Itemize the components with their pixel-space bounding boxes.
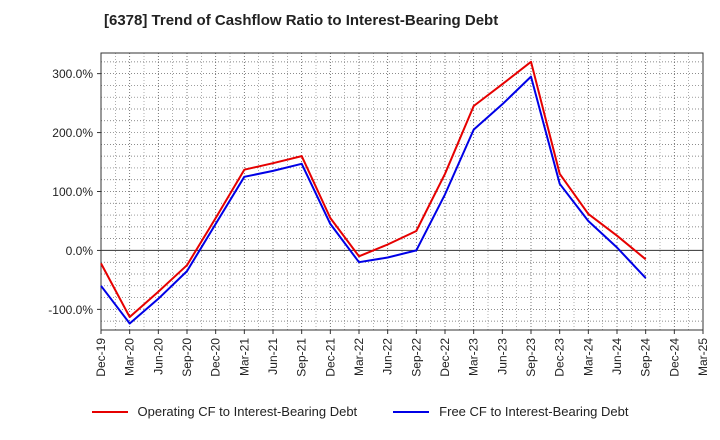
x-tick-label: Jun-24 <box>610 338 624 375</box>
legend-label-operating-cf: Operating CF to Interest-Bearing Debt <box>137 404 358 419</box>
series-line-operating-cf <box>100 60 647 318</box>
x-tick-label: Mar-23 <box>467 338 481 376</box>
series-line-free-cf <box>100 75 647 325</box>
x-tick-label: Mar-25 <box>696 338 710 376</box>
x-tick-label: Dec-23 <box>553 338 567 377</box>
y-tick-label: 100.0% <box>52 185 93 199</box>
series-lines <box>100 60 647 325</box>
y-tick-label: 200.0% <box>52 126 93 140</box>
x-tick-label: Sep-20 <box>180 338 194 377</box>
x-tick-label: Jun-20 <box>151 338 165 375</box>
y-tick-labels: -100.0% 0.0% 100.0% 200.0% 300.0% <box>48 67 93 317</box>
x-tick-label: Dec-21 <box>323 338 337 377</box>
chart-title: [6378] Trend of Cashflow Ratio to Intere… <box>104 12 499 29</box>
x-tick-label: Mar-24 <box>581 338 595 376</box>
x-tick-label: Mar-20 <box>123 338 137 376</box>
x-tick-label: Sep-21 <box>295 338 309 377</box>
legend-swatch-free-cf <box>393 410 430 413</box>
y-tick-label: 300.0% <box>52 67 93 81</box>
x-tick-label: Dec-24 <box>667 338 681 377</box>
legend-item-operating-cf: Operating CF to Interest-Bearing Debt <box>91 404 358 419</box>
legend-label-free-cf: Free CF to Interest-Bearing Debt <box>439 404 629 419</box>
legend-swatch-operating-cf <box>91 410 128 413</box>
x-tick-label: Dec-22 <box>438 338 452 377</box>
x-tick-label: Mar-22 <box>352 338 366 376</box>
x-tick-label: Dec-20 <box>209 338 223 377</box>
legend: Operating CF to Interest-Bearing Debt Fr… <box>0 404 720 419</box>
x-tick-label: Mar-21 <box>237 338 251 376</box>
x-tick-labels: Dec-19 Mar-20 Jun-20 Sep-20 Dec-20 Mar-21 Jun-… <box>94 338 710 377</box>
x-tick-label: Sep-22 <box>409 338 423 377</box>
axes <box>97 52 704 334</box>
x-tick-label: Jun-21 <box>266 338 280 375</box>
x-tick-label: Dec-19 <box>94 338 108 377</box>
y-tick-label: -100.0% <box>48 303 93 317</box>
x-tick-label: Sep-24 <box>639 338 653 377</box>
grid-lines <box>101 53 703 330</box>
y-tick-label: 0.0% <box>66 244 94 258</box>
x-tick-label: Sep-23 <box>524 338 538 377</box>
legend-item-free-cf: Free CF to Interest-Bearing Debt <box>393 404 628 419</box>
x-tick-label: Jun-22 <box>381 338 395 375</box>
x-tick-label: Jun-23 <box>495 338 509 375</box>
